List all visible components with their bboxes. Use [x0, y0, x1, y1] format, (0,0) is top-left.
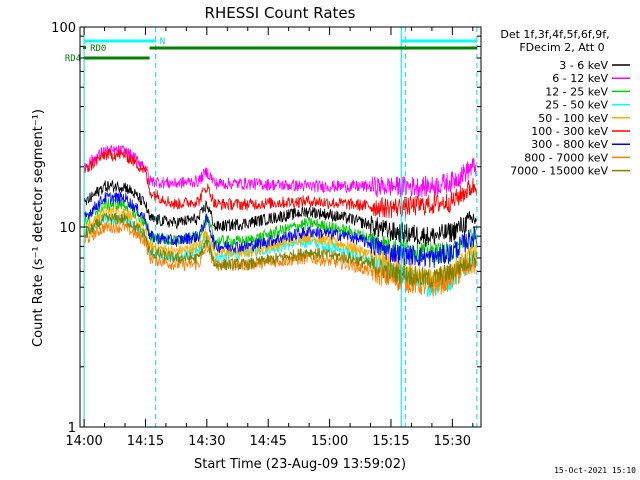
rd4-label: RD4 [65, 54, 81, 64]
y-tick-label-1: 10 [59, 221, 76, 236]
legend-title-line2: FDecim 2, Att 0 [519, 41, 604, 54]
x-tick-label-5: 15:15 [372, 434, 409, 449]
legend-label-5: 100 - 300 keV [531, 125, 608, 138]
x-tick-label-0: 14:00 [65, 434, 102, 449]
legend-label-6: 300 - 800 keV [531, 138, 608, 151]
series-line-0 [83, 179, 477, 247]
chart-title: RHESSI Count Rates [205, 4, 356, 22]
legend-label-4: 50 - 100 keV [538, 112, 608, 125]
night-label: N [160, 37, 165, 47]
series-line-8 [83, 212, 477, 290]
legend-label-2: 12 - 25 keV [545, 85, 608, 98]
y-tick-label-0: 1 [68, 421, 76, 436]
y-axis-label: Count Rate (s⁻¹ detector segment⁻¹) [31, 109, 46, 347]
y-tick-label-2: 100 [51, 21, 76, 36]
legend-label-3: 25 - 50 keV [545, 99, 608, 112]
legend-label-7: 800 - 7000 keV [524, 151, 608, 164]
legend-title-line1: Det 1f,3f,4f,5f,6f,9f, [500, 28, 609, 41]
x-tick-label-1: 14:15 [127, 434, 164, 449]
series-line-7 [83, 220, 477, 297]
x-tick-label-2: 14:30 [188, 434, 225, 449]
series-line-1 [83, 144, 477, 198]
x-tick-label-4: 15:00 [311, 434, 348, 449]
legend-label-8: 7000 - 15000 keV [510, 165, 608, 178]
x-tick-label-6: 15:30 [434, 434, 471, 449]
x-tick-label-3: 14:45 [249, 434, 286, 449]
rd0-label: RD0 [90, 44, 106, 54]
legend-label-0: 3 - 6 keV [559, 59, 608, 72]
series-line-6 [83, 191, 477, 268]
plot-area: N RD0 RD4 1 10 100 14:00 14:15 14:30 14:45 15:00 15… [51, 21, 482, 449]
rd0-marker [83, 46, 87, 49]
legend-label-1: 6 - 12 keV [552, 72, 608, 85]
series-line-5 [83, 148, 477, 219]
footer-timestamp: 15-Oct-2021 15:10 [554, 466, 636, 475]
x-axis-label: Start Time (23-Aug-09 13:59:02) [194, 457, 406, 472]
